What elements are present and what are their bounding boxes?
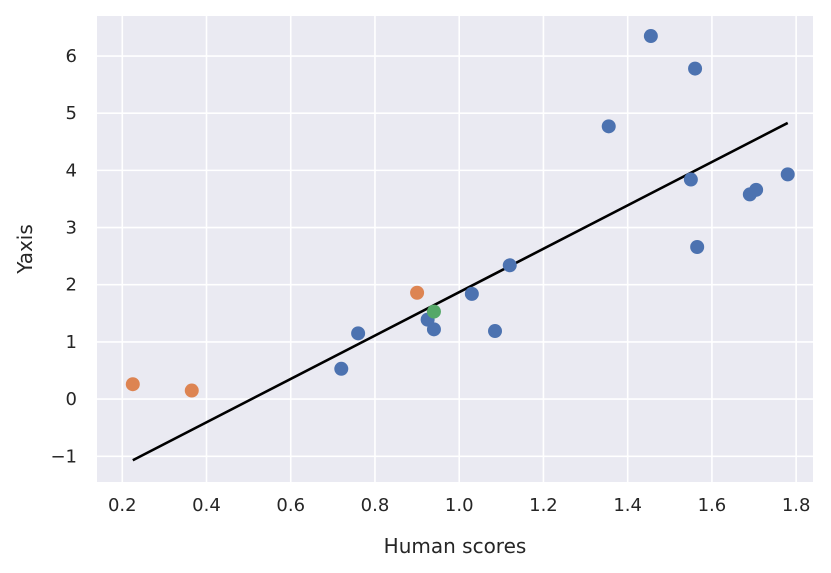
x-axis-label: Human scores	[384, 534, 527, 558]
x-tick-label: 1.6	[698, 495, 727, 516]
plot-area	[97, 16, 813, 482]
data-point	[351, 326, 366, 341]
y-tick-label: 0	[66, 389, 77, 410]
data-point	[690, 239, 705, 254]
x-tick-label: 0.6	[276, 495, 305, 516]
data-point	[601, 119, 616, 134]
y-tick-label: 1	[66, 332, 77, 353]
y-tick-label: 6	[66, 46, 77, 67]
x-tick-labels: 0.2 0.4 0.6 0.8 1.0 1.2 1.4 1.6 1.8	[108, 495, 811, 516]
data-point	[426, 322, 441, 337]
data-point	[780, 167, 795, 182]
data-point	[334, 361, 349, 376]
fit-line	[132, 121, 789, 462]
x-tick-label: 0.8	[361, 495, 390, 516]
data-point	[688, 61, 703, 76]
y-tick-label: 4	[66, 160, 77, 181]
x-tick-label: 1.4	[613, 495, 642, 516]
data-points	[125, 29, 795, 398]
x-tick-label: 0.4	[192, 495, 221, 516]
y-tick-label: −1	[50, 446, 77, 467]
x-tick-label: 0.2	[108, 495, 137, 516]
data-point	[749, 182, 764, 197]
x-tick-label: 1.0	[445, 495, 474, 516]
y-tick-label: 3	[66, 218, 77, 239]
y-tick-label: 5	[66, 103, 77, 124]
data-point	[410, 285, 425, 300]
y-tick-label: 2	[66, 275, 77, 296]
data-point	[464, 286, 479, 301]
data-point	[426, 304, 441, 319]
data-point	[184, 383, 199, 398]
data-point	[643, 29, 658, 44]
x-tick-label: 1.2	[529, 495, 558, 516]
data-point	[125, 377, 140, 392]
y-tick-labels: −1 0 1 2 3 4 5 6	[50, 46, 77, 467]
y-axis-label: Yaxis	[13, 224, 37, 275]
x-tick-label: 1.8	[782, 495, 811, 516]
data-point	[488, 324, 503, 339]
data-point	[683, 172, 698, 187]
data-point	[502, 258, 517, 273]
